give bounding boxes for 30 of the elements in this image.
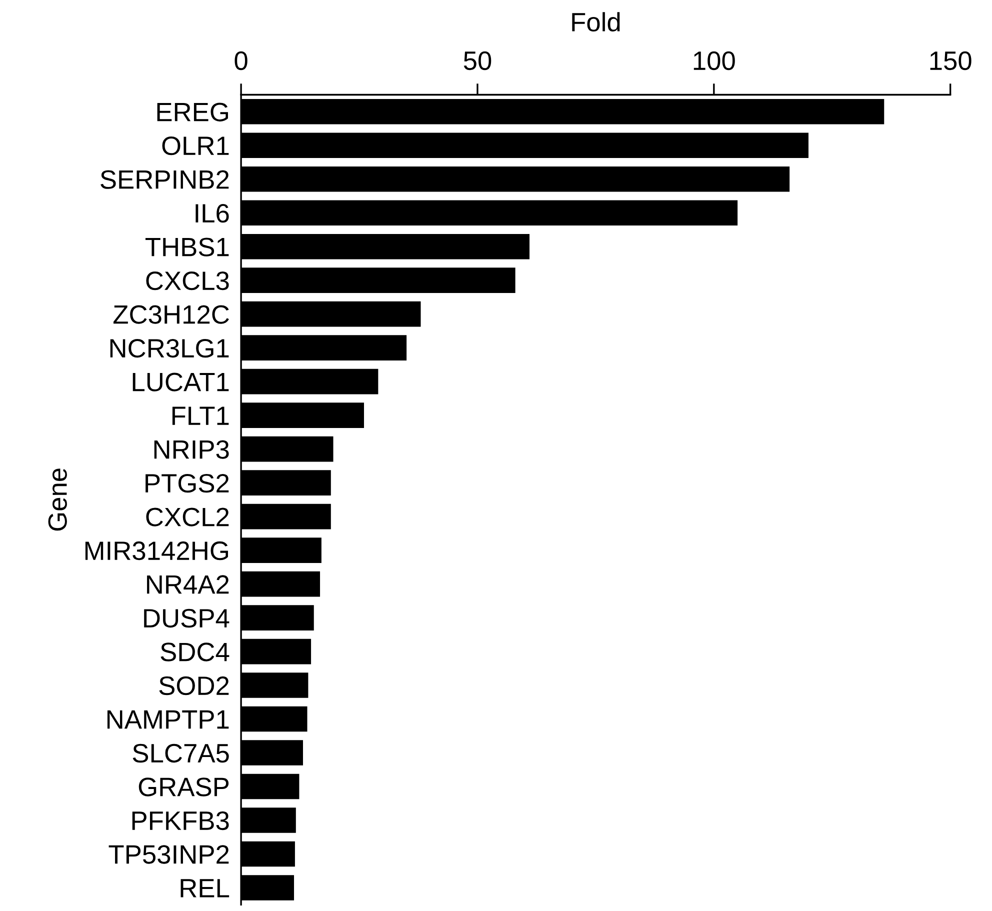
y-tick-label: NCR3LG1 — [110, 338, 229, 358]
x-tick-label: 0 — [234, 51, 248, 70]
x-tick-label: 150 — [930, 51, 972, 70]
y-tick-label: LUCAT1 — [132, 372, 229, 392]
y-tick-label: SLC7A5 — [132, 744, 229, 763]
x-axis-title: Fold — [572, 12, 620, 32]
y-tick-label: NAMPTP1 — [107, 710, 229, 729]
y-tick-label: OLR1 — [162, 136, 229, 156]
y-tick-label: FLT1 — [172, 406, 229, 425]
y-tick-label: REL — [180, 879, 230, 898]
y-tick-label: GRASP — [138, 778, 229, 796]
y-tick-label: TP53INP2 — [108, 845, 229, 864]
y-tick-label: SDC4 — [160, 642, 230, 662]
y-tick-label: MIR3142HG — [85, 541, 228, 560]
y-tick-label: CXCL3 — [146, 271, 229, 290]
y-tick-label: THBS1 — [145, 238, 229, 256]
y-tick-label: EREG — [157, 102, 228, 122]
y-tick-label: SERPINB2 — [100, 170, 229, 189]
y-axis-title: Gene — [48, 468, 67, 531]
y-tick-label: PFKFB3 — [132, 811, 229, 830]
y-tick-label: NR4A2 — [147, 575, 229, 594]
y-tick-label: ZC3H12C — [113, 305, 229, 324]
y-tick-label: DUSP4 — [144, 608, 230, 628]
x-tick-label: 100 — [694, 51, 735, 70]
y-tick-label: NRIP3 — [154, 440, 229, 459]
y-tick-label: CXCL2 — [146, 508, 229, 526]
y-tick-label: IL6 — [196, 204, 229, 223]
y-tick-label: SOD2 — [159, 676, 229, 696]
y-tick-label: PTGS2 — [146, 474, 229, 493]
x-tick-label: 50 — [464, 51, 492, 70]
